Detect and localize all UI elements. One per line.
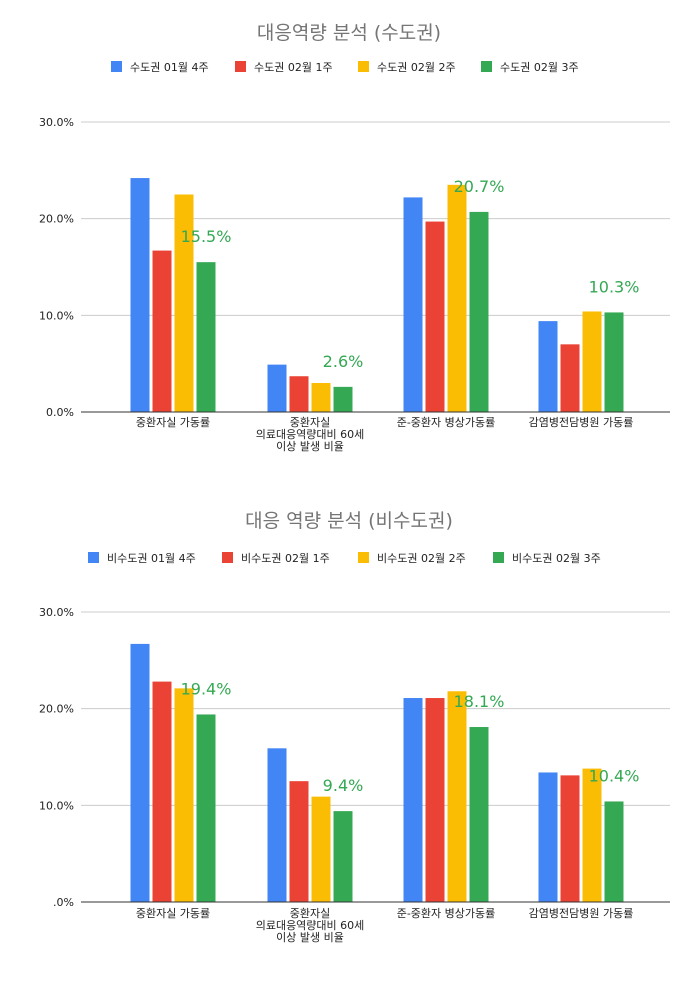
legend-item[interactable]: 비수도권 02월 2주 xyxy=(358,552,466,565)
bar[interactable] xyxy=(403,197,423,412)
bar[interactable] xyxy=(469,211,489,412)
legend-label: 수도권 02월 3주 xyxy=(500,61,579,74)
legend-label: 비수도권 02월 3주 xyxy=(512,552,601,565)
legend-swatch xyxy=(235,61,246,72)
legend-swatch xyxy=(358,552,369,563)
bar[interactable] xyxy=(538,772,558,902)
y-tick-label: .0% xyxy=(53,896,74,909)
data-label: 9.4% xyxy=(323,776,364,795)
bar[interactable] xyxy=(538,321,558,412)
category-label: 중환자실 xyxy=(290,907,330,920)
legend-swatch xyxy=(481,61,492,72)
bar[interactable] xyxy=(447,691,467,902)
legend-label: 비수도권 02월 1주 xyxy=(241,552,330,565)
data-label: 20.7% xyxy=(454,177,505,196)
legend-swatch xyxy=(111,61,122,72)
bar[interactable] xyxy=(333,386,353,412)
data-label: 15.5% xyxy=(181,227,232,246)
legend-swatch xyxy=(222,552,233,563)
bar[interactable] xyxy=(311,383,331,412)
y-tick-label: 30.0% xyxy=(39,606,74,619)
chart-non-capital-area: 대응 역량 분석 (비수도권) 비수도권 01월 4주 비수도권 02월 1주 비수도… xyxy=(39,510,670,944)
y-tick-label: 10.0% xyxy=(39,799,74,812)
category-label: 중환자실 xyxy=(290,416,330,429)
category-label: 의료대응역량대비 60세 xyxy=(256,428,365,441)
chart-capital-area: 대응역량 분석 (수도권) 수도권 01월 4주 수도권 02월 1주 수도권 02월… xyxy=(39,22,670,453)
bar[interactable] xyxy=(152,250,172,412)
category-label: 준-중환자 병상가동률 xyxy=(397,907,496,920)
bar[interactable] xyxy=(425,221,445,412)
legend-swatch xyxy=(358,61,369,72)
bar[interactable] xyxy=(447,184,467,412)
legend-swatch xyxy=(493,552,504,563)
legend-item[interactable]: 비수도권 02월 1주 xyxy=(222,552,330,565)
data-label: 10.3% xyxy=(589,277,640,296)
legend-item[interactable]: 수도권 01월 4주 xyxy=(111,61,209,74)
category-label: 감염병전담병원 가동률 xyxy=(529,907,634,920)
bar[interactable] xyxy=(425,698,445,902)
legend-item[interactable]: 수도권 02월 1주 xyxy=(235,61,333,74)
bar[interactable] xyxy=(582,768,602,902)
category-label: 의료대응역량대비 60세 xyxy=(256,919,365,932)
bar[interactable] xyxy=(311,796,331,902)
data-label: 2.6% xyxy=(323,352,364,371)
legend-label: 비수도권 02월 2주 xyxy=(377,552,466,565)
data-label: 10.4% xyxy=(589,766,640,785)
y-tick-label: 20.0% xyxy=(39,213,74,226)
legend-label: 수도권 02월 1주 xyxy=(254,61,333,74)
bar[interactable] xyxy=(289,376,309,412)
bar[interactable] xyxy=(152,681,172,902)
legend-item[interactable]: 수도권 02월 2주 xyxy=(358,61,456,74)
legend-label: 수도권 02월 2주 xyxy=(377,61,456,74)
legend-item[interactable]: 비수도권 02월 3주 xyxy=(493,552,601,565)
legend-item[interactable]: 수도권 02월 3주 xyxy=(481,61,579,74)
bar[interactable] xyxy=(174,194,194,413)
bar[interactable] xyxy=(289,781,309,902)
data-label: 18.1% xyxy=(454,692,505,711)
category-label: 중환자실 가동률 xyxy=(136,907,210,920)
bar[interactable] xyxy=(267,748,287,902)
chart-title: 대응 역량 분석 (비수도권) xyxy=(245,510,453,532)
bar[interactable] xyxy=(560,344,580,412)
bar[interactable] xyxy=(196,262,216,412)
bar[interactable] xyxy=(582,311,602,412)
category-label: 감염병전담병원 가동률 xyxy=(529,416,634,429)
bar[interactable] xyxy=(130,178,150,412)
bar[interactable] xyxy=(130,643,150,902)
category-label: 중환자실 가동률 xyxy=(136,416,210,429)
bar[interactable] xyxy=(174,688,194,902)
bar[interactable] xyxy=(267,364,287,412)
legend-label: 비수도권 01월 4주 xyxy=(107,552,196,565)
category-label: 이상 발생 비율 xyxy=(276,931,344,944)
bar[interactable] xyxy=(469,727,489,902)
category-label: 이상 발생 비율 xyxy=(276,440,344,453)
y-tick-label: 30.0% xyxy=(39,116,74,129)
category-label: 준-중환자 병상가동률 xyxy=(397,416,496,429)
bar[interactable] xyxy=(403,698,423,902)
bar[interactable] xyxy=(604,801,624,902)
chart-title: 대응역량 분석 (수도권) xyxy=(257,22,441,44)
legend-swatch xyxy=(88,552,99,563)
legend-label: 수도권 01월 4주 xyxy=(130,61,209,74)
y-tick-label: 0.0% xyxy=(46,406,74,419)
bar[interactable] xyxy=(196,714,216,902)
y-tick-label: 20.0% xyxy=(39,703,74,716)
bar[interactable] xyxy=(560,775,580,902)
bar[interactable] xyxy=(333,811,353,902)
legend-item[interactable]: 비수도권 01월 4주 xyxy=(88,552,196,565)
data-label: 19.4% xyxy=(181,679,232,698)
bar[interactable] xyxy=(604,312,624,412)
y-tick-label: 10.0% xyxy=(39,309,74,322)
